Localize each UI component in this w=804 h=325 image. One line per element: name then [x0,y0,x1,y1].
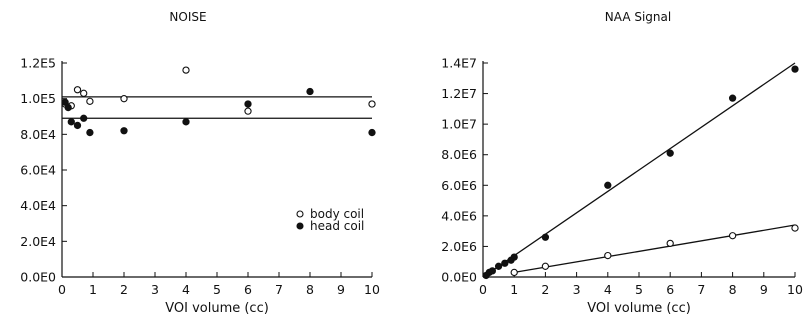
head-coil-point [604,181,612,189]
body-coil-point [510,268,518,277]
head-coil-point [541,233,550,241]
x-tick-label: 3 [573,282,581,297]
y-tick-label: 1.0E7 [441,117,477,132]
x-tick-label: 8 [729,282,737,297]
body-coil-point [791,224,799,232]
x-tick-label: 0 [58,282,66,297]
head-coil-point [86,128,94,137]
body-coil-point [73,86,82,94]
x-tick-label: 10 [787,282,803,297]
y-tick-label: 6.0E4 [20,163,56,178]
x-tick-label: 4 [182,282,190,297]
head-coil-point [791,65,799,73]
x-tick-label: 1 [89,282,97,297]
y-tick-label: 2.0E6 [441,239,477,254]
head-coil-point [244,100,252,108]
head-coil-point [73,121,82,130]
body-coil-point [666,239,674,248]
head-coil-point [501,259,509,267]
x-tick-label: 6 [666,282,674,297]
y-tick-label: 1.0E5 [20,91,56,106]
chart-title: NOISE [169,10,206,24]
chart-title: NAA Signal [605,10,671,24]
x-tick-label: 1 [510,282,518,297]
x-tick-label: 2 [120,282,128,297]
x-tick-label: 0 [479,282,487,297]
body-coil-point [86,97,94,105]
x-tick-label: 7 [275,282,283,297]
legend-marker-head-coil [296,222,304,230]
fit-line-head-coil [482,62,796,278]
head-coil-point [67,118,75,126]
y-tick-label: 0.0E0 [441,270,477,285]
y-tick-label: 4.0E4 [20,198,56,213]
body-coil-point [244,107,252,115]
body-coil-point [541,262,550,270]
y-tick-label: 1.2E5 [20,56,56,71]
head-coil-point [510,253,518,261]
legend-label: head coil [310,219,364,233]
y-tick-label: 1.2E7 [441,86,477,101]
legend-marker-body-coil [296,210,304,218]
body-coil-point [182,66,190,74]
x-tick-label: 10 [364,282,380,297]
x-tick-label: 8 [306,282,314,297]
legend-label: body coil [310,207,364,221]
x-tick-label: 3 [151,282,159,297]
y-tick-label: 8.0E4 [20,127,56,142]
y-tick-label: 6.0E6 [441,178,477,193]
body-coil-point [368,100,376,108]
noise-chart: NOISE 0.0E0 2.0E4 4.0E4 6.0E4 8.0E4 1.0E5 1.2E5… [20,10,380,316]
y-tick-label: 8.0E6 [441,147,477,162]
y-tick-label: 0.0E0 [20,270,56,285]
naa-signal-chart: NAA Signal 0.0E0 2.0E6 4.0E6 6.0E6 8.0E6 1.0E7… [441,10,803,316]
x-axis-label: VOI volume (cc) [165,301,269,316]
head-coil-point [488,267,497,275]
body-coil-point [120,95,128,103]
y-tick-label: 2.0E4 [20,234,56,249]
body-coil-point [80,89,88,97]
fit-line-body-coil [514,224,796,274]
head-coil-point [182,118,190,126]
x-tick-label: 4 [604,282,612,297]
head-coil-point [368,128,376,137]
y-tick-label: 1.4E7 [441,56,477,71]
x-tick-label: 5 [635,282,643,297]
head-coil-point [728,94,737,102]
x-axis-label: VOI volume (cc) [587,301,691,316]
head-coil-point [80,114,88,122]
x-tick-label: 9 [760,282,768,297]
body-coil-point [604,251,612,260]
head-coil-point [64,103,72,112]
body-coil-point [728,232,737,240]
head-coil-point [306,87,314,96]
head-coil-point [120,127,128,135]
head-coil-point [666,149,674,157]
y-tick-label: 4.0E6 [441,208,477,223]
x-tick-label: 2 [541,282,549,297]
head-coil-point [494,262,503,270]
x-tick-label: 5 [213,282,221,297]
head-coil-point [61,98,69,106]
x-tick-label: 6 [244,282,252,297]
x-tick-label: 7 [697,282,705,297]
x-tick-label: 9 [337,282,345,297]
